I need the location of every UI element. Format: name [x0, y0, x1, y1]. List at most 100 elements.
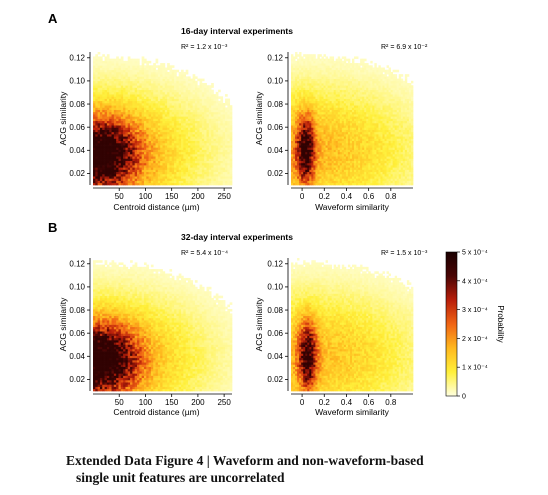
heatmap-cell — [347, 122, 351, 126]
heatmap-cell — [146, 65, 149, 68]
heatmap-cell — [197, 176, 200, 179]
heatmap-cell — [197, 111, 200, 115]
heatmap-cell — [143, 125, 147, 128]
heatmap-cell — [178, 85, 182, 88]
heatmap-cell — [111, 105, 115, 108]
heatmap-cell — [333, 69, 337, 73]
heatmap-cell — [143, 140, 147, 144]
heatmap-cell — [343, 140, 347, 144]
heatmap-cell — [141, 167, 145, 170]
heatmap-cell — [341, 142, 345, 146]
heatmap-cell — [134, 100, 138, 104]
heatmap-cell — [120, 127, 124, 130]
heatmap-cell — [111, 169, 115, 173]
heatmap-cell — [337, 116, 341, 119]
heatmap-cell — [345, 138, 349, 142]
heatmap-cell — [352, 149, 355, 153]
heatmap-cell — [120, 153, 124, 157]
heatmap-cell — [331, 98, 335, 102]
heatmap-cell — [97, 71, 101, 75]
heatmap-cell — [150, 98, 154, 102]
heatmap-cell — [347, 147, 351, 150]
heatmap-cell — [120, 138, 124, 142]
heatmap-cell — [199, 182, 203, 186]
heatmap-cell — [99, 116, 103, 119]
heatmap-cell — [148, 109, 152, 113]
heatmap-cell — [227, 160, 231, 164]
heatmap-cell — [295, 162, 298, 166]
heatmap-cell — [97, 107, 101, 110]
heatmap-cell — [345, 134, 349, 137]
heatmap-cell — [130, 111, 133, 115]
heatmap-cell — [337, 98, 341, 102]
heatmap-cell — [303, 94, 306, 97]
heatmap-cell — [315, 67, 318, 71]
heatmap-cell — [197, 178, 200, 181]
heatmap-cell — [311, 87, 314, 91]
heatmap-cell — [204, 165, 207, 168]
heatmap-cell — [301, 171, 304, 175]
heatmap-cell — [317, 178, 320, 181]
heatmap-cell — [118, 162, 122, 166]
heatmap-cell — [315, 145, 318, 148]
heatmap-cell — [349, 171, 353, 175]
heatmap-cell — [104, 160, 108, 164]
heatmap-cell — [181, 176, 184, 179]
heatmap-cell — [93, 67, 96, 71]
heatmap-cell — [197, 114, 200, 117]
heatmap-cell — [295, 156, 298, 159]
heatmap-cell — [118, 100, 122, 104]
heatmap-cell — [329, 160, 333, 164]
heatmap-cell — [323, 182, 326, 186]
heatmap-cell — [185, 182, 189, 186]
heatmap-cell — [146, 122, 149, 126]
heatmap-cell — [125, 80, 129, 84]
heatmap-cell — [169, 176, 173, 179]
heatmap-cell — [153, 165, 156, 168]
heatmap-cell — [99, 91, 103, 95]
heatmap-cell — [97, 80, 101, 84]
heatmap-cell — [309, 56, 312, 59]
heatmap-cell — [190, 127, 193, 130]
heatmap-cell — [157, 100, 161, 104]
heatmap-cell — [150, 169, 154, 173]
heatmap-cell — [307, 171, 310, 175]
heatmap-cell — [354, 109, 357, 113]
heatmap-cell — [327, 76, 330, 79]
heatmap-cell — [309, 111, 312, 115]
heatmap-cell — [116, 138, 119, 142]
heatmap-cell — [204, 149, 207, 153]
heatmap-cell — [176, 153, 180, 157]
heatmap-cell — [293, 151, 296, 155]
heatmap-cell — [321, 162, 324, 166]
heatmap-cell — [137, 173, 140, 177]
heatmap-cell — [127, 116, 131, 119]
heatmap-cell — [192, 116, 196, 119]
heatmap-cell — [313, 127, 316, 130]
heatmap-cell — [291, 147, 294, 150]
heatmap-cell — [190, 169, 193, 173]
heatmap-cell — [319, 129, 322, 133]
heatmap-cell — [190, 89, 193, 93]
heatmap-cell — [352, 145, 355, 148]
heatmap-cell — [335, 160, 339, 164]
heatmap-cell — [146, 131, 149, 135]
heatmap-cell — [311, 153, 314, 157]
heatmap-cell — [93, 74, 96, 77]
heatmap-cell — [303, 83, 306, 86]
heatmap-cell — [113, 122, 117, 126]
heatmap-cell — [123, 167, 126, 170]
heatmap-cell — [317, 54, 320, 57]
heatmap-cell — [329, 120, 333, 124]
heatmap-cell — [295, 114, 298, 117]
heatmap-cell — [297, 69, 300, 73]
heatmap-cell — [125, 122, 129, 126]
heatmap-cell — [132, 109, 136, 113]
heatmap-cell — [178, 182, 182, 186]
heatmap-cell — [307, 158, 310, 161]
heatmap-cell — [143, 158, 147, 161]
heatmap-cell — [229, 125, 233, 128]
heatmap-cell — [220, 116, 224, 119]
heatmap-cell — [345, 127, 349, 130]
heatmap-cell — [146, 89, 149, 93]
